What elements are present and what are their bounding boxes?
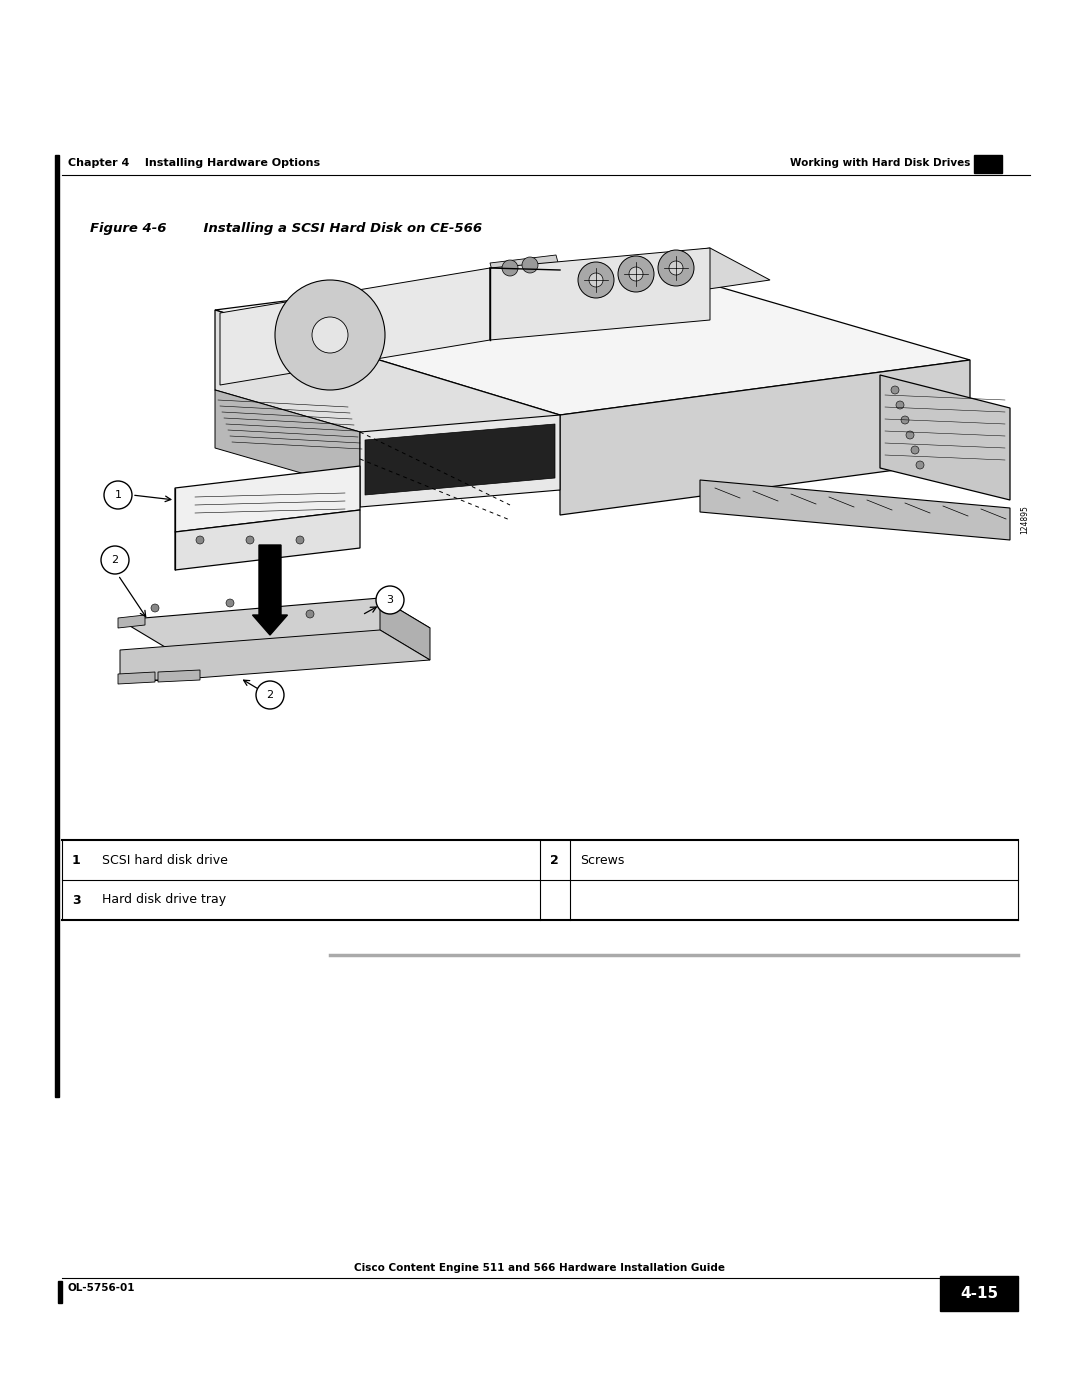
Circle shape [901,416,909,425]
Bar [55,155,59,1097]
Circle shape [589,272,603,286]
Circle shape [916,461,924,469]
Polygon shape [120,630,430,680]
Text: Cisco Content Engine 511 and 566 Hardware Installation Guide: Cisco Content Engine 511 and 566 Hardwar… [354,1263,726,1273]
Polygon shape [118,615,145,629]
Polygon shape [158,671,200,682]
Polygon shape [380,598,430,659]
Polygon shape [175,510,360,570]
Circle shape [306,610,314,617]
Circle shape [658,250,694,286]
Text: Chapter 4    Installing Hardware Options: Chapter 4 Installing Hardware Options [68,158,320,168]
Text: Working with Hard Disk Drives: Working with Hard Disk Drives [789,158,970,168]
Text: 1: 1 [72,854,81,866]
Circle shape [104,481,132,509]
Text: 2: 2 [550,854,558,866]
Bar [940,1275,1018,1310]
Polygon shape [700,481,1010,541]
Text: 4-15: 4-15 [960,1287,998,1302]
Circle shape [906,432,914,439]
Polygon shape [561,360,970,515]
Circle shape [669,261,683,275]
Circle shape [618,256,654,292]
Text: Figure 4-6        Installing a SCSI Hard Disk on CE-566: Figure 4-6 Installing a SCSI Hard Disk o… [90,222,482,235]
Polygon shape [118,672,156,685]
Text: 124895: 124895 [1021,506,1029,535]
Circle shape [502,260,518,277]
Circle shape [151,604,159,612]
Polygon shape [880,374,1010,500]
Polygon shape [120,598,430,650]
Circle shape [376,585,404,615]
Circle shape [296,536,303,543]
Circle shape [275,279,384,390]
Polygon shape [215,390,360,490]
Circle shape [629,267,643,281]
Circle shape [912,446,919,454]
Polygon shape [561,249,770,302]
Polygon shape [220,268,490,386]
Circle shape [246,536,254,543]
Bar [58,1281,62,1303]
Text: 2: 2 [267,690,273,700]
Polygon shape [490,256,561,278]
Bar [974,155,1002,173]
Text: 3: 3 [387,595,393,605]
Circle shape [195,536,204,543]
Polygon shape [120,650,170,680]
Polygon shape [365,425,555,495]
Circle shape [312,317,348,353]
Circle shape [522,257,538,272]
Circle shape [891,386,899,394]
Circle shape [578,263,615,298]
Polygon shape [215,258,970,415]
Text: 3: 3 [72,894,81,907]
Polygon shape [490,249,710,339]
Circle shape [256,680,284,710]
Text: Hard disk drive tray: Hard disk drive tray [102,894,226,907]
Polygon shape [215,310,561,490]
Circle shape [226,599,234,608]
Polygon shape [360,415,561,507]
Text: Screws: Screws [580,854,624,866]
Text: SCSI hard disk drive: SCSI hard disk drive [102,854,228,866]
FancyArrow shape [253,545,287,636]
Text: OL-5756-01: OL-5756-01 [68,1282,135,1294]
Circle shape [102,546,129,574]
Text: 2: 2 [111,555,119,564]
Polygon shape [175,467,360,532]
Text: 1: 1 [114,490,121,500]
Circle shape [896,401,904,409]
